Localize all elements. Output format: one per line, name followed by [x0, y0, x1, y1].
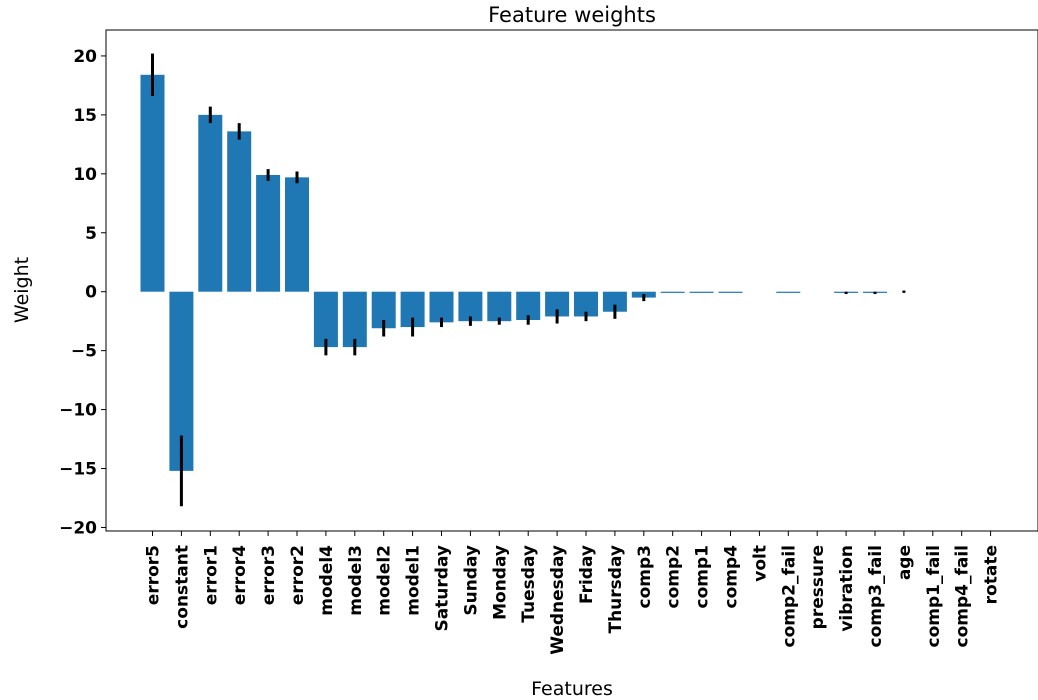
x-tick-label: Tuesday: [519, 545, 539, 623]
bar-Saturday: [429, 291, 454, 323]
bar-comp1: [689, 291, 714, 293]
chart-title: Feature weights: [488, 3, 656, 27]
y-tick-label: 5: [85, 224, 97, 244]
bar-Monday: [487, 291, 512, 322]
bar-error3: [256, 174, 281, 292]
x-tick-label: Thursday: [606, 545, 626, 634]
x-tick-label: Monday: [490, 545, 510, 620]
plot-frame: [105, 29, 1038, 532]
x-tick-label: Sunday: [461, 545, 481, 616]
y-tick-label: 20: [73, 47, 97, 67]
x-ticks-group: error5 constant error1 error4 error3 error2 mo…: [144, 531, 1002, 655]
x-tick-label: Wednesday: [548, 545, 568, 655]
x-tick-label: error4: [230, 545, 250, 605]
x-tick-label: error1: [201, 545, 221, 605]
x-tick-label: vibration: [837, 545, 857, 632]
x-tick-label: error2: [288, 545, 308, 605]
bar-error4: [227, 131, 252, 292]
x-tick-label: volt: [750, 545, 770, 582]
y-ticks-group: 20 15 10 5 0 −5 −10 −15 −20: [59, 47, 106, 538]
x-tick-label: pressure: [808, 545, 828, 629]
x-tick-label: comp2: [664, 545, 684, 608]
x-tick-label: comp3_fail: [866, 545, 886, 648]
y-axis-label: Weight: [11, 257, 33, 323]
bar-comp2: [660, 291, 685, 293]
bar-comp2_fail: [776, 291, 801, 293]
y-tick-label: 15: [73, 106, 97, 126]
y-tick-label: −15: [59, 460, 97, 480]
x-tick-label: comp1_fail: [924, 545, 944, 648]
x-tick-label: comp1: [693, 545, 713, 608]
x-tick-label: comp3: [635, 545, 655, 608]
x-tick-label: comp4: [722, 545, 742, 609]
y-tick-label: 10: [73, 165, 97, 185]
bars-group: [140, 74, 887, 471]
x-tick-label: model1: [404, 545, 424, 616]
bar-model3: [342, 291, 367, 348]
y-tick-label: −10: [59, 401, 97, 421]
x-tick-label: Friday: [577, 545, 597, 604]
x-tick-label: rotate: [982, 545, 1002, 604]
bar-error2: [285, 177, 309, 292]
x-tick-label: error3: [259, 545, 279, 605]
x-tick-label: constant: [172, 545, 192, 629]
x-tick-label: model4: [317, 545, 337, 616]
x-tick-label: model3: [346, 545, 366, 616]
bar-error1: [198, 114, 223, 292]
x-tick-label: error5: [144, 545, 164, 605]
bar-Thursday: [602, 291, 627, 312]
x-tick-label: model2: [375, 545, 395, 616]
x-tick-label: Saturday: [433, 545, 453, 632]
y-tick-label: −5: [71, 342, 97, 362]
x-tick-label: comp2_fail: [779, 545, 799, 648]
bar-comp4: [718, 291, 743, 293]
bar-error5: [140, 74, 165, 292]
x-tick-label: comp4_fail: [953, 545, 973, 648]
x-axis-label: Features: [531, 678, 613, 700]
bar-Sunday: [458, 291, 483, 322]
bar-model4: [313, 291, 338, 348]
y-tick-label: −20: [59, 518, 97, 538]
x-tick-label: age: [895, 545, 915, 580]
errorbars-group: [151, 53, 906, 507]
y-tick-label: 0: [85, 283, 97, 303]
